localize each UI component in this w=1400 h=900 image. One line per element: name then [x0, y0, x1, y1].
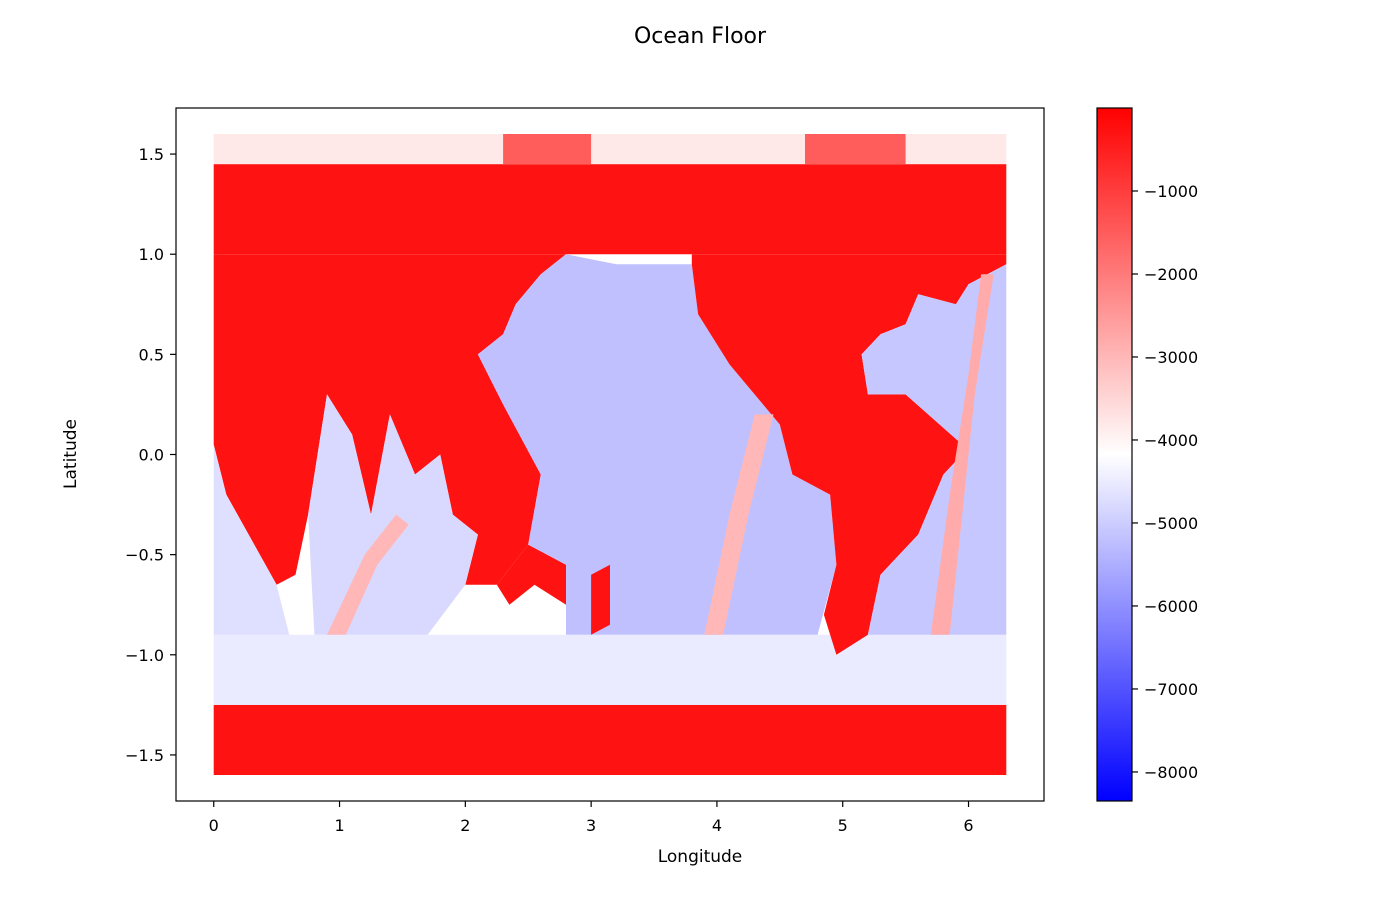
region-north-pole-red: [503, 134, 591, 164]
region-south-cap-land: [214, 705, 1007, 775]
x-tick-label: 6: [963, 816, 973, 835]
y-tick-label: −1.0: [125, 646, 164, 665]
x-tick-label: 4: [712, 816, 722, 835]
y-tick-label: 0.5: [139, 345, 164, 364]
colorbar-tick-label: −2000: [1144, 265, 1198, 284]
region-new-zealand: [591, 565, 610, 635]
colorbar-tick-label: −8000: [1144, 763, 1198, 782]
region-southern-ocean: [214, 635, 1007, 705]
colorbar-tick-label: −7000: [1144, 680, 1198, 699]
chart-title: Ocean Floor: [634, 24, 767, 49]
x-tick-label: 1: [334, 816, 344, 835]
y-tick-label: 1.5: [139, 145, 164, 164]
y-tick-label: −1.5: [125, 746, 164, 765]
y-tick-label: −0.5: [125, 546, 164, 565]
x-tick-label: 5: [838, 816, 848, 835]
x-tick-label: 2: [460, 816, 470, 835]
colorbar-tick-label: −4000: [1144, 431, 1198, 450]
colorbar-tick-label: −6000: [1144, 597, 1198, 616]
colorbar-tick-label: −3000: [1144, 348, 1198, 367]
colorbar-tick-label: −5000: [1144, 514, 1198, 533]
x-axis-label: Longitude: [658, 847, 743, 867]
colorbar: [1097, 108, 1132, 801]
region-north-pole-red-2: [805, 134, 906, 164]
colorbar-tick-label: −1000: [1144, 182, 1198, 201]
x-tick-label: 3: [586, 816, 596, 835]
y-tick-label: 1.0: [139, 245, 164, 264]
y-tick-label: 0.0: [139, 446, 164, 465]
y-axis-label: Latitude: [61, 419, 81, 489]
region-north-cap-land: [214, 164, 1007, 254]
x-tick-label: 0: [209, 816, 219, 835]
